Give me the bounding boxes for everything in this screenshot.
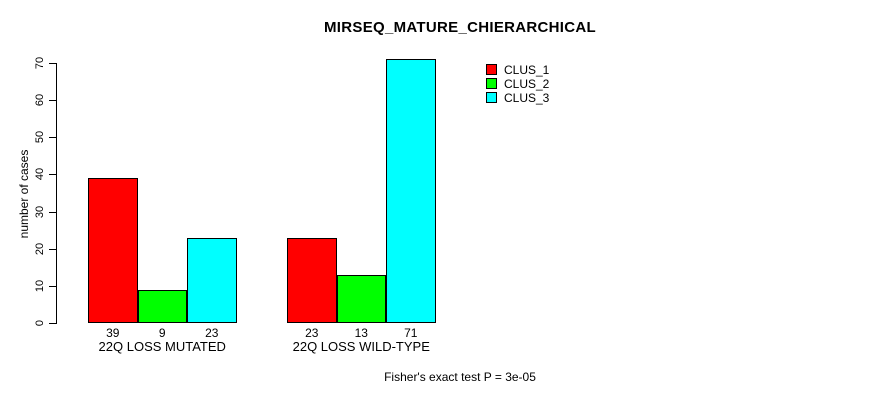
bar-clus_2	[336, 274, 386, 323]
y-axis-title: number of cases	[17, 149, 31, 239]
bar-value-label: 13	[354, 326, 368, 340]
y-axis-tick-label: 40	[34, 168, 46, 181]
y-axis-tick-label: 70	[34, 56, 46, 70]
category-label: 22Q LOSS WILD-TYPE	[292, 339, 430, 354]
bar-clus_3	[386, 59, 436, 323]
y-axis-tick	[49, 63, 56, 64]
chart-title: MIRSEQ_MATURE_CHIERARCHICAL	[324, 19, 596, 36]
bar-value-label: 39	[106, 326, 120, 340]
legend-label-clus_3: CLUS_3	[504, 91, 550, 105]
y-axis-tick	[49, 248, 56, 250]
y-axis-tick-label: 50	[34, 131, 46, 144]
y-axis-tick	[49, 285, 56, 287]
y-axis-tick	[49, 323, 56, 324]
y-axis-tick-label: 30	[34, 205, 46, 218]
bar-value-label: 71	[404, 326, 418, 340]
bar-clus_1	[287, 237, 337, 323]
bar-clus_3	[187, 237, 237, 323]
y-axis-tick	[49, 100, 56, 102]
legend-label-clus_1: CLUS_1	[504, 63, 550, 77]
bar-clus_1	[88, 178, 138, 323]
y-axis-tick	[49, 137, 56, 139]
legend-swatch-clus_3	[486, 92, 497, 103]
y-axis-tick	[49, 174, 56, 176]
annotation-text: Fisher's exact test P = 3e-05	[384, 370, 536, 384]
legend-label-clus_2: CLUS_2	[504, 77, 550, 91]
bar-clus_2	[137, 289, 187, 323]
y-axis-tick-label: 10	[34, 279, 46, 292]
bar-value-label: 9	[158, 326, 166, 340]
bar-value-label: 23	[305, 326, 319, 340]
legend-swatch-clus_1	[486, 64, 497, 75]
y-axis-line	[56, 63, 57, 324]
bar-value-label: 23	[205, 326, 219, 340]
y-axis-tick-label: 60	[34, 94, 46, 107]
y-axis-tick-label: 20	[34, 242, 46, 255]
y-axis-tick	[49, 211, 56, 213]
legend-swatch-clus_2	[486, 78, 497, 89]
y-axis-tick-label: 0	[34, 319, 46, 327]
category-label: 22Q LOSS MUTATED	[98, 339, 226, 354]
